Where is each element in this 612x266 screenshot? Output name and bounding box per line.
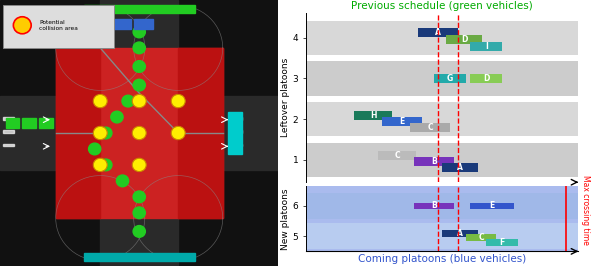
Bar (354, 111, 392, 119)
Text: D: D (483, 74, 490, 83)
Bar (231, 144, 242, 146)
Bar (470, 74, 502, 83)
Bar (306, 102, 578, 136)
Circle shape (93, 126, 107, 140)
Text: C: C (427, 123, 433, 132)
Bar (306, 61, 578, 95)
Circle shape (100, 127, 112, 139)
Bar (100, 0, 178, 48)
Text: F: F (499, 238, 505, 247)
Bar (100, 218, 178, 266)
Circle shape (133, 42, 146, 54)
Bar (231, 117, 242, 120)
Text: A: A (457, 229, 463, 238)
Bar (446, 35, 482, 44)
Bar (410, 123, 450, 132)
Circle shape (133, 207, 146, 219)
Bar (434, 74, 466, 83)
Text: H: H (370, 111, 376, 119)
Bar (414, 157, 454, 166)
X-axis label: Coming platoons (blue vehicles): Coming platoons (blue vehicles) (358, 254, 526, 264)
Text: Potential
collision area: Potential collision area (39, 20, 78, 31)
Bar (3, 130, 14, 133)
Y-axis label: Leftover platoons: Leftover platoons (281, 58, 290, 137)
Text: Max crossing time: Max crossing time (581, 175, 591, 245)
Text: C: C (479, 233, 484, 242)
Bar (486, 239, 518, 246)
Circle shape (132, 158, 146, 172)
Circle shape (100, 159, 112, 171)
Bar (466, 234, 496, 241)
Circle shape (89, 143, 101, 155)
Text: B: B (431, 201, 437, 210)
Bar (0, 96, 56, 170)
Bar (306, 21, 578, 55)
Circle shape (93, 94, 107, 108)
Text: E: E (490, 201, 495, 210)
Text: G: G (447, 74, 453, 83)
Circle shape (133, 79, 146, 91)
Bar (414, 203, 454, 209)
Bar (231, 130, 242, 133)
Text: B: B (431, 157, 437, 166)
Circle shape (171, 94, 185, 108)
Bar (89, 19, 108, 29)
Bar (83, 5, 195, 13)
Circle shape (13, 17, 31, 34)
Bar (223, 96, 278, 170)
Bar (470, 42, 502, 51)
Bar (3, 117, 14, 120)
Bar (228, 112, 242, 154)
Bar (306, 143, 578, 177)
Circle shape (111, 111, 123, 123)
Circle shape (133, 226, 146, 237)
Bar (306, 223, 578, 249)
Bar (382, 117, 422, 126)
Text: E: E (400, 117, 405, 126)
Circle shape (133, 26, 146, 38)
Bar (418, 28, 458, 37)
Circle shape (116, 175, 129, 187)
Title: Previous schedule (green vehicles): Previous schedule (green vehicles) (351, 1, 533, 11)
Bar (133, 19, 153, 29)
Text: C: C (394, 151, 400, 160)
Bar (3, 144, 14, 146)
Circle shape (133, 191, 146, 203)
Circle shape (133, 61, 146, 72)
Bar (442, 164, 478, 172)
Bar (111, 19, 131, 29)
Text: A: A (457, 164, 463, 172)
Bar (442, 230, 478, 236)
Circle shape (171, 126, 185, 140)
Bar (178, 48, 223, 218)
Bar (22, 118, 36, 128)
Circle shape (132, 94, 146, 108)
Bar (306, 193, 578, 219)
Circle shape (122, 95, 134, 107)
Bar (378, 151, 416, 160)
Bar (56, 48, 223, 218)
FancyBboxPatch shape (3, 5, 114, 48)
Circle shape (93, 158, 107, 172)
Bar (83, 253, 195, 261)
Text: D: D (461, 35, 468, 44)
Y-axis label: New platoons: New platoons (281, 188, 290, 250)
Bar (56, 48, 100, 218)
Text: A: A (435, 28, 441, 37)
Bar (470, 203, 514, 209)
Bar (39, 118, 53, 128)
Text: I: I (485, 42, 488, 51)
Bar (6, 118, 20, 128)
Circle shape (132, 126, 146, 140)
